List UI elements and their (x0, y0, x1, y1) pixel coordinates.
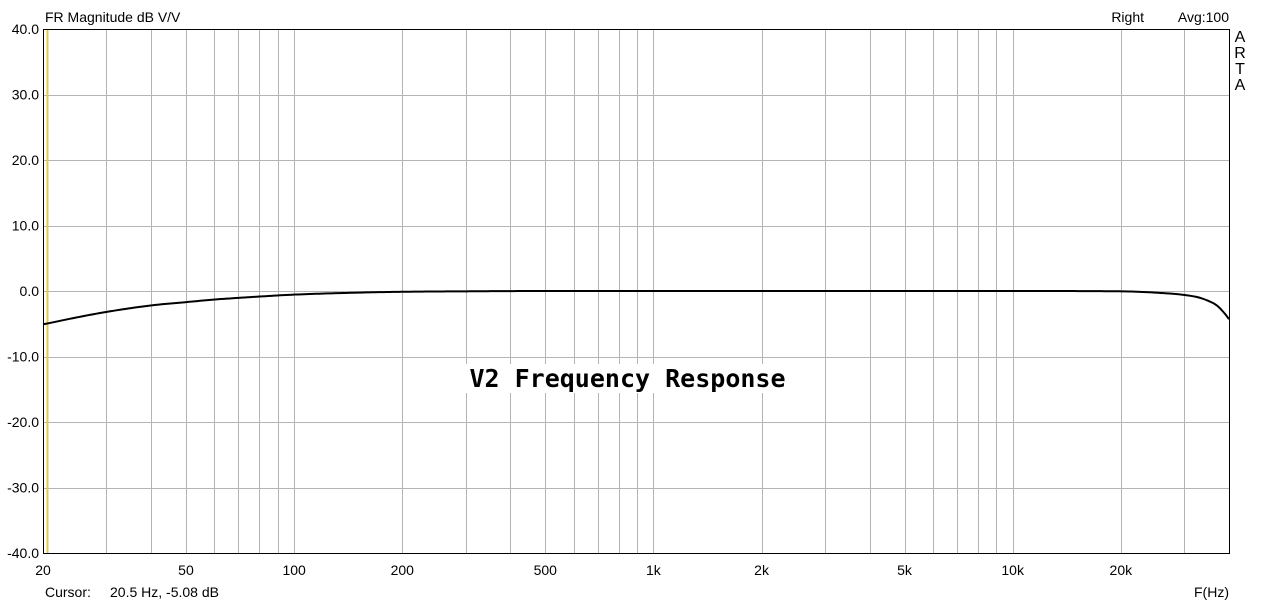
plot-frame (43, 29, 1230, 554)
response-curve (42, 290, 1230, 326)
y-tick-label: -20.0 (7, 414, 39, 430)
cursor-readout: 20.5 Hz, -5.08 dB (110, 584, 219, 600)
y-tick-label: 40.0 (12, 21, 39, 37)
x-tick-label: 20 (35, 562, 51, 578)
arta-logo: ARTA (1234, 29, 1246, 94)
x-tick-label: 100 (282, 562, 306, 578)
x-tick-label: 50 (178, 562, 194, 578)
x-axis-unit-label: F(Hz) (1194, 584, 1229, 600)
axis-ticks: 40.030.020.010.00.0-10.0-20.0-30.0-40.02… (7, 21, 1133, 578)
cursor-label: Cursor: (45, 584, 91, 600)
y-tick-label: -30.0 (7, 480, 39, 496)
x-tick-label: 1k (646, 562, 662, 578)
y-tick-label: -40.0 (7, 545, 39, 561)
x-tick-label: 5k (897, 562, 913, 578)
y-tick-label: 10.0 (12, 218, 39, 234)
channel-label: Right (1111, 9, 1144, 25)
averaging-label: Avg:100 (1177, 9, 1229, 25)
x-tick-label: 10k (1001, 562, 1025, 578)
y-tick-label: 30.0 (12, 87, 39, 103)
measurement-title: FR Magnitude dB V/V (45, 9, 181, 25)
x-tick-label: 2k (754, 562, 770, 578)
x-tick-label: 200 (391, 562, 415, 578)
x-tick-label: 20k (1110, 562, 1134, 578)
y-tick-label: 20.0 (12, 152, 39, 168)
x-tick-label: 500 (534, 562, 558, 578)
y-tick-label: -10.0 (7, 349, 39, 365)
y-tick-label: 0.0 (20, 283, 40, 299)
